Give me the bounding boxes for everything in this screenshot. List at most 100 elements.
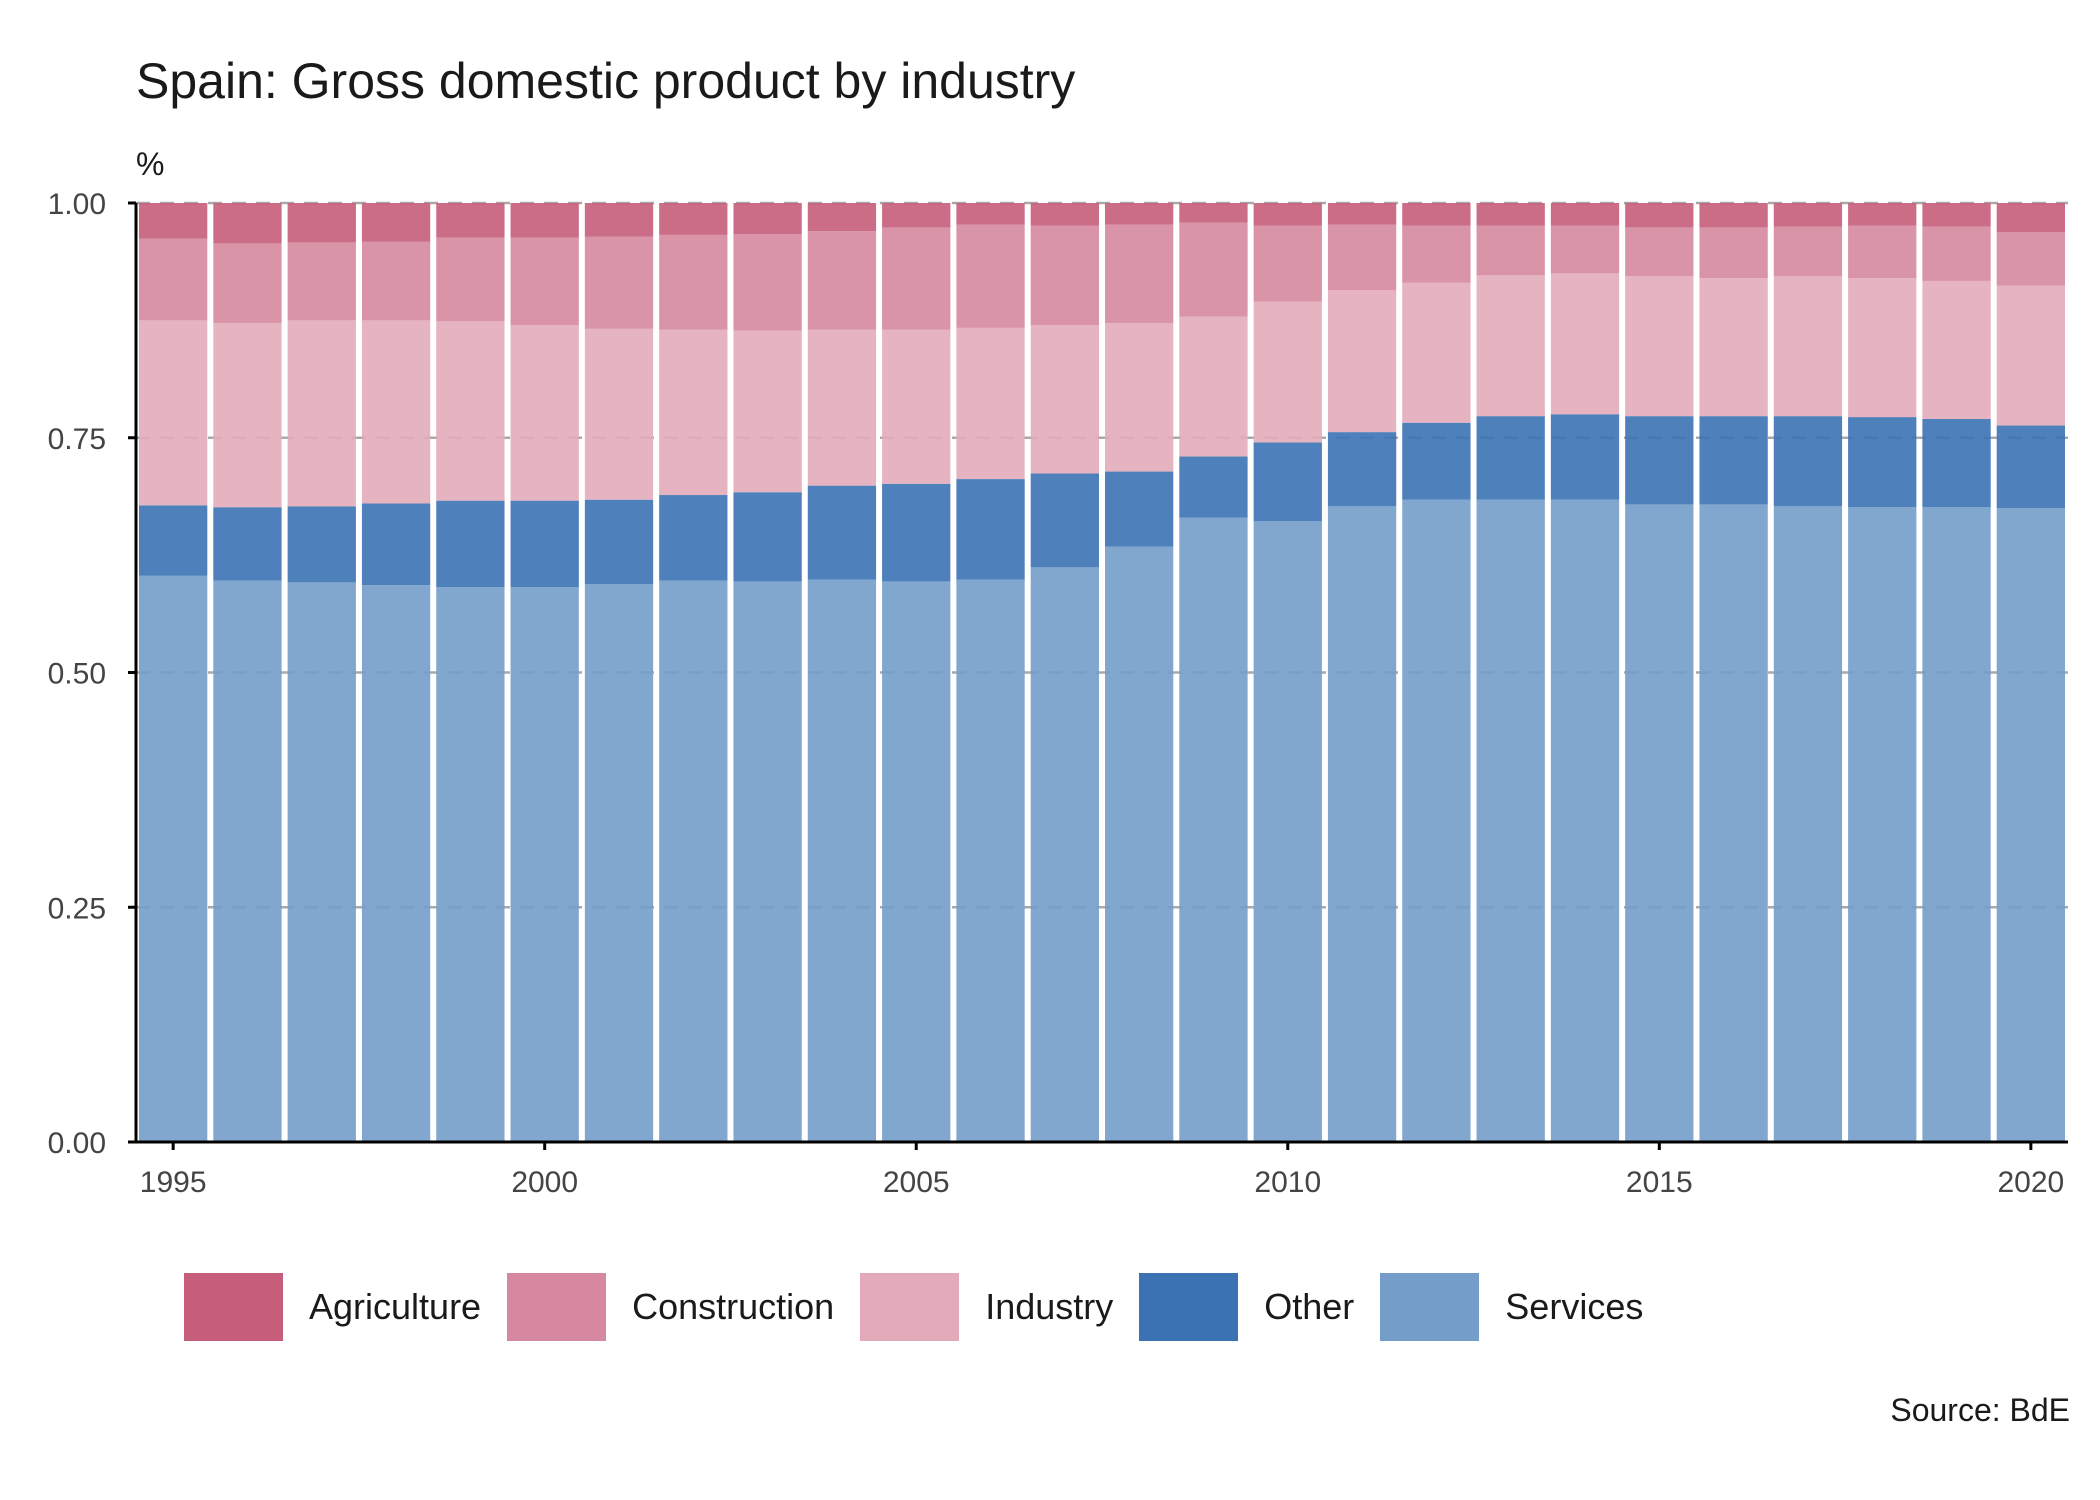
bar-segment-industry-1995 <box>139 320 208 506</box>
bar-segment-other-2002 <box>659 495 728 581</box>
bar-segment-other-2012 <box>1402 422 1471 500</box>
bar-segment-construction-2008 <box>1105 224 1174 324</box>
bar-segment-other-2000 <box>510 500 579 588</box>
bar-segment-industry-1996 <box>213 323 282 508</box>
bar-segment-other-2017 <box>1773 416 1843 507</box>
bar-segment-other-1997 <box>287 506 356 583</box>
bar-segment-agriculture-2016 <box>1699 203 1768 228</box>
bar-segment-agriculture-2006 <box>956 203 1025 225</box>
source-note: Source: BdE <box>1890 1392 2070 1428</box>
bar-segment-agriculture-2010 <box>1253 203 1322 226</box>
bar-segment-industry-1998 <box>361 320 431 504</box>
legend: Agriculture Construction Industry Other Serv… <box>184 1272 1669 1342</box>
bar-segment-industry-2015 <box>1625 276 1694 417</box>
x-tick-label: 2000 <box>511 1166 578 1199</box>
bar-segment-construction-1995 <box>139 238 208 321</box>
y-axis-unit-label: % <box>136 146 165 182</box>
bar-segment-other-2015 <box>1625 416 1694 505</box>
bar-segment-industry-2010 <box>1253 301 1322 443</box>
bar-segment-other-2001 <box>584 499 654 585</box>
bar-segment-services-2017 <box>1773 506 1843 1142</box>
bar-segment-services-2018 <box>1848 507 1917 1143</box>
bar-segment-industry-2016 <box>1699 278 1768 417</box>
legend-item-services: Services <box>1380 1272 1643 1342</box>
bar-segment-services-2015 <box>1625 504 1694 1142</box>
bar-segment-agriculture-2015 <box>1625 203 1694 228</box>
bar-segment-agriculture-2008 <box>1105 203 1174 225</box>
legend-item-other: Other <box>1139 1272 1354 1342</box>
bar-segment-other-2004 <box>807 485 877 580</box>
bar-segment-industry-2014 <box>1550 273 1620 415</box>
legend-swatch <box>860 1273 960 1341</box>
bar-segment-services-1999 <box>436 587 505 1142</box>
legend-swatch <box>507 1273 607 1341</box>
bar-segment-other-2010 <box>1253 442 1322 522</box>
bar-segment-industry-1999 <box>436 321 505 501</box>
bar-segment-other-2007 <box>1030 473 1099 568</box>
bar-segment-other-2019 <box>1922 418 1991 508</box>
bar-segment-services-2006 <box>956 579 1025 1142</box>
bar-segment-agriculture-2011 <box>1327 203 1397 225</box>
bar-segment-services-2016 <box>1699 504 1768 1142</box>
legend-label: Construction <box>632 1286 835 1327</box>
bar-segment-construction-2012 <box>1402 225 1471 283</box>
y-tick-label: 1.00 <box>48 188 106 221</box>
bar-segment-other-2020 <box>1996 425 2065 509</box>
bar-segment-construction-1998 <box>361 241 431 321</box>
bar-segment-other-1996 <box>213 507 282 581</box>
bar-segment-agriculture-2004 <box>807 203 877 232</box>
bar-segment-other-1999 <box>436 500 505 588</box>
bar-segment-agriculture-2018 <box>1848 203 1917 226</box>
bar-segment-industry-2007 <box>1030 325 1099 474</box>
y-tick-label: 0.00 <box>48 1127 106 1160</box>
bar-segment-agriculture-2002 <box>659 203 728 235</box>
bar-segment-other-2008 <box>1105 471 1174 547</box>
bar-segment-agriculture-1998 <box>361 203 431 242</box>
bar-segment-agriculture-2019 <box>1922 203 1991 227</box>
bar-segment-industry-2004 <box>807 329 877 486</box>
bar-segment-construction-2018 <box>1848 225 1917 279</box>
bar-segment-services-2019 <box>1922 507 1991 1143</box>
bar-segment-industry-2018 <box>1848 278 1917 418</box>
bar-segment-construction-2000 <box>510 237 579 326</box>
bar-segment-construction-2013 <box>1476 225 1545 276</box>
bar-segment-industry-1997 <box>287 320 356 507</box>
bar-segment-agriculture-1997 <box>287 203 356 243</box>
bar-segment-services-2004 <box>807 579 877 1142</box>
bar-segment-agriculture-2001 <box>584 203 654 237</box>
bar-segment-industry-2017 <box>1773 276 1843 417</box>
bar-segment-services-2009 <box>1179 517 1248 1142</box>
bar-segment-industry-2001 <box>584 328 654 500</box>
bar-segment-industry-2019 <box>1922 280 1991 419</box>
bar-segment-construction-2017 <box>1773 226 1843 277</box>
bar-segment-agriculture-2020 <box>1996 203 2065 233</box>
bar-segment-services-2003 <box>733 581 802 1142</box>
bar-segment-industry-2012 <box>1402 282 1471 423</box>
x-tick-label: 2010 <box>1254 1166 1321 1199</box>
bar-segment-services-2011 <box>1327 506 1397 1142</box>
bar-segment-industry-2002 <box>659 329 728 496</box>
bar-segment-agriculture-1999 <box>436 203 505 238</box>
bar-segment-other-2009 <box>1179 456 1248 518</box>
y-tick-labels: 0.00 0.25 0.50 0.75 1.00 <box>48 188 136 1160</box>
bar-segment-construction-2020 <box>1996 232 2065 286</box>
bar-segment-services-1997 <box>287 582 356 1142</box>
y-tick-label: 0.75 <box>48 423 106 456</box>
bar-segment-services-2007 <box>1030 567 1099 1142</box>
bar-segment-services-2014 <box>1550 499 1620 1142</box>
bar-segment-services-1998 <box>361 585 431 1142</box>
bar-segment-other-2016 <box>1699 416 1768 505</box>
bar-segment-industry-2008 <box>1105 323 1174 472</box>
bar-segment-services-2001 <box>584 584 654 1142</box>
bar-segment-construction-2019 <box>1922 226 1991 281</box>
bar-segment-construction-2016 <box>1699 227 1768 279</box>
bar-segment-other-2005 <box>882 483 951 582</box>
bar-segment-services-2020 <box>1996 508 2065 1142</box>
bar-segment-agriculture-2012 <box>1402 203 1471 226</box>
bar-segment-other-2013 <box>1476 416 1545 500</box>
bar-segment-services-1995 <box>139 575 208 1142</box>
bar-segment-services-2010 <box>1253 521 1322 1142</box>
bar-segment-construction-2003 <box>733 233 802 331</box>
x-tick-labels: 1995 2000 2005 2010 2015 2020 <box>140 1142 2064 1199</box>
bar-segment-agriculture-1995 <box>139 203 208 239</box>
